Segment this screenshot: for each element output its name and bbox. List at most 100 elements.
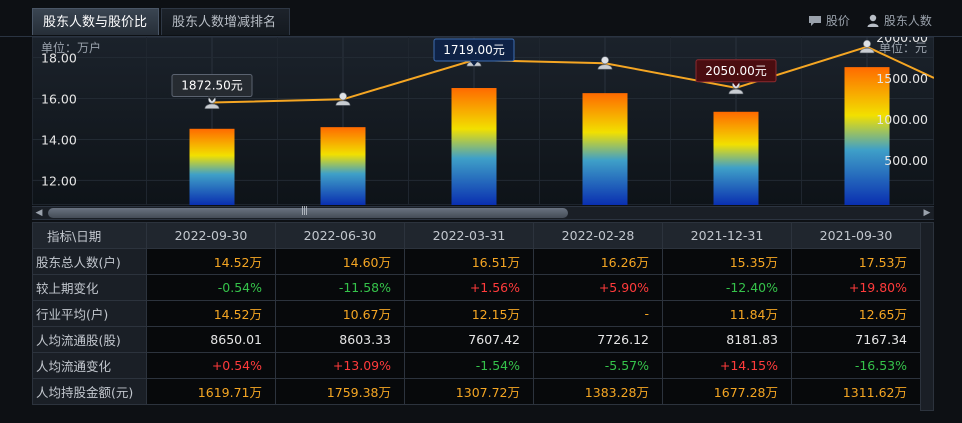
table-cell: -16.53% xyxy=(791,352,921,379)
row-label: 人均持股金额(元) xyxy=(32,378,147,405)
table-cell: +14.15% xyxy=(662,352,792,379)
row-label: 股东总人数(户) xyxy=(32,248,147,275)
table-cell: 14.60万 xyxy=(275,248,405,275)
person-marker-head xyxy=(601,56,609,65)
grip-icon: ||| xyxy=(301,206,308,216)
holders-data-table: 指标\日期 2022-09-30 2022-06-30 2022-03-31 2… xyxy=(32,222,921,405)
table-cell: 16.51万 xyxy=(404,248,534,275)
column-header: 2022-03-31 xyxy=(404,222,534,249)
left-axis-ticks: 18.00 16.00 14.00 12.00 xyxy=(41,50,77,188)
table-cell: +1.56% xyxy=(404,274,534,301)
table-cell: 7726.12 xyxy=(533,326,663,353)
right-axis-ticks: 2000.00 1500.00 1000.00 500.00 xyxy=(876,37,928,168)
table-row: 人均流通股(股) 8650.01 8603.33 7607.42 7726.12 8181… xyxy=(32,326,921,353)
table-cell: +5.90% xyxy=(533,274,663,301)
legend-holders-label: 股东人数 xyxy=(883,14,932,28)
table-cell: 14.52万 xyxy=(146,300,276,327)
column-header: 2022-02-28 xyxy=(533,222,663,249)
left-axis-tick-label: 12.00 xyxy=(41,173,77,188)
scroll-left-arrow-icon[interactable]: ◀ xyxy=(35,208,43,218)
right-axis-tick-label: 1000.00 xyxy=(876,112,928,127)
price-callout-pointer xyxy=(470,61,478,66)
column-header: 2022-06-30 xyxy=(275,222,405,249)
price-callout-pointer xyxy=(208,96,216,102)
column-header: 2022-09-30 xyxy=(146,222,276,249)
table-cell: -12.40% xyxy=(662,274,792,301)
row-label: 人均流通变化 xyxy=(32,352,147,379)
row-label: 人均流通股(股) xyxy=(32,326,147,353)
legend-holders: 股东人数 xyxy=(866,12,932,29)
table-cell: +13.09% xyxy=(275,352,405,379)
price-callout-text: 1719.00元 xyxy=(443,43,505,57)
speech-bubble-icon xyxy=(809,15,821,26)
right-axis-tick-label: 2000.00 xyxy=(876,37,928,45)
tab-bar: 股东人数与股价比较 股东人数增减排名 股价 股东人数 xyxy=(0,0,962,57)
tab-holders-vs-price[interactable]: 股东人数与股价比较 xyxy=(32,8,159,57)
left-axis-unit: 单位：万户 xyxy=(41,40,101,55)
bar-2022-02-28 xyxy=(582,93,628,205)
legend-price-label: 股价 xyxy=(825,14,850,28)
holders-price-chart: 1872.50元 1719.00元 2050.00元 单位：万户 单位：元 18.0… xyxy=(32,37,934,205)
column-header: 2021-09-30 xyxy=(791,222,921,249)
person-marker-body xyxy=(204,103,220,109)
row-label: 行业平均(户) xyxy=(32,300,147,327)
table-cell: 11.84万 xyxy=(662,300,792,327)
table-cell: 1759.38万 xyxy=(275,378,405,405)
person-marker-body xyxy=(597,64,613,70)
table-cell: +19.80% xyxy=(791,274,921,301)
price-callout-text: 2050.00元 xyxy=(705,64,767,78)
person-marker-body xyxy=(335,100,351,106)
chart-callouts: 1872.50元 1719.00元 2050.00元 xyxy=(171,38,777,102)
table-cell: 1383.28万 xyxy=(533,378,663,405)
right-axis-tick-label: 500.00 xyxy=(884,153,928,168)
price-callout xyxy=(695,59,777,83)
price-callout-text: 1872.50元 xyxy=(181,79,243,93)
table-cell: 8181.83 xyxy=(662,326,792,353)
chart-scrollbar[interactable]: ◀ ||| ▶ xyxy=(32,206,934,220)
table-row: 人均流通变化 +0.54% +13.09% -1.54% -5.57% +14.15% -1… xyxy=(32,352,921,379)
bar-2022-09-30 xyxy=(189,128,235,205)
person-icon xyxy=(867,14,879,27)
table-cell: - xyxy=(533,300,663,327)
person-marker-icon xyxy=(597,56,613,70)
table-cell: 14.52万 xyxy=(146,248,276,275)
left-axis-tick-label: 14.00 xyxy=(41,132,77,147)
row-label: 较上期变化 xyxy=(32,274,147,301)
table-cell: 7607.42 xyxy=(404,326,534,353)
left-axis-tick-label: 18.00 xyxy=(41,50,77,65)
table-row: 股东总人数(户) 14.52万 14.60万 16.51万 16.26万 15.35万 17… xyxy=(32,248,921,275)
table-cell: 10.67万 xyxy=(275,300,405,327)
left-axis-tick-label: 16.00 xyxy=(41,91,77,106)
column-header: 2021-12-31 xyxy=(662,222,792,249)
table-cell: 1311.62万 xyxy=(791,378,921,405)
bar-2021-12-31 xyxy=(713,111,759,205)
table-cell: 12.15万 xyxy=(404,300,534,327)
table-cell: +0.54% xyxy=(146,352,276,379)
table-row: 较上期变化 -0.54% -11.58% +1.56% +5.90% -12.40% +19… xyxy=(32,274,921,301)
price-callout-pointer xyxy=(732,81,740,87)
table-row: 行业平均(户) 14.52万 10.67万 12.15万 -11.84万 12.65万 xyxy=(32,300,921,327)
legend-price: 股价 xyxy=(808,12,850,29)
person-marker-icon xyxy=(859,39,875,54)
scroll-right-arrow-icon[interactable]: ▶ xyxy=(923,208,931,218)
person-marker-body xyxy=(728,89,744,95)
right-axis-tick-label: 1500.00 xyxy=(876,71,928,86)
table-cell: 15.35万 xyxy=(662,248,792,275)
bar-2021-09-30 xyxy=(844,67,890,205)
table-row: 人均持股金额(元) 1619.71万 1759.38万 1307.72万 1383.28… xyxy=(32,378,921,405)
person-marker-body xyxy=(859,48,875,54)
right-axis-unit: 单位：元 xyxy=(879,40,927,55)
table-cell: 16.26万 xyxy=(533,248,663,275)
person-marker-head xyxy=(339,92,347,101)
table-cell: 12.65万 xyxy=(791,300,921,327)
bar-2022-06-30 xyxy=(320,127,366,205)
scrollbar-thumb[interactable]: ||| xyxy=(48,206,568,218)
table-cell: 8650.01 xyxy=(146,326,276,353)
table-edge-stub xyxy=(920,222,934,411)
tab-holders-change-ranking[interactable]: 股东人数增减排名 xyxy=(161,8,290,35)
table-cell: -11.58% xyxy=(275,274,405,301)
table-cell: 1307.72万 xyxy=(404,378,534,405)
bar-2022-03-31 xyxy=(451,88,497,205)
person-marker-head xyxy=(863,39,871,48)
table-cell: 17.53万 xyxy=(791,248,921,275)
